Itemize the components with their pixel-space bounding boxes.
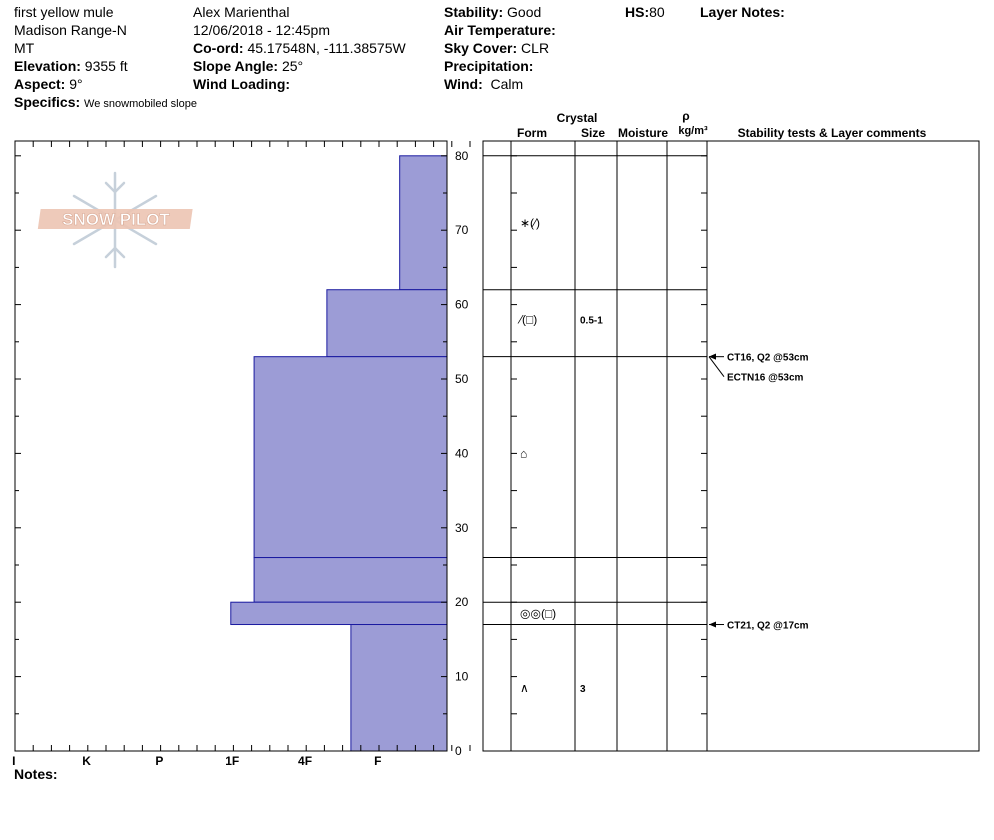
observer-name: Alex Marienthal (193, 4, 290, 20)
stability-tests: CT16, Q2 @53cm ECTN16 @53cm CT21, Q2 @17cm (708, 353, 809, 632)
crystal-size: 3 (580, 684, 586, 695)
stability-tests-header: Stability tests & Layer comments (738, 126, 927, 140)
crystal-header: Crystal (557, 111, 598, 125)
hardness-layer (230, 601, 448, 626)
chart-ticks (14, 141, 471, 752)
height-label: 10 (455, 670, 469, 684)
height-label: 40 (455, 446, 469, 460)
logo-text: SNOW PILOT (62, 210, 170, 229)
sky-value: CLR (521, 40, 550, 56)
test-arrowhead (709, 621, 716, 628)
coord-label: Co-ord: (193, 40, 244, 56)
stability-value: Good (507, 4, 542, 20)
specifics-row: Specifics: We snowmobiled slope (14, 94, 197, 112)
stability-label: Stability: (444, 4, 504, 20)
aspect-value: 9° (69, 76, 83, 92)
height-label: 20 (455, 595, 469, 609)
stability-row: Stability: Good (444, 4, 541, 20)
height-label: 60 (455, 298, 469, 312)
range-name: Madison Range-N (14, 22, 127, 38)
height-label: 0 (455, 744, 462, 758)
aspect-label: Aspect: (14, 76, 66, 92)
hardness-layer (350, 624, 448, 752)
precip-label: Precipitation: (444, 58, 534, 74)
form-header: Form (517, 126, 547, 140)
density-unit: kg/m³ (678, 125, 708, 137)
elevation-label: Elevation: (14, 58, 81, 74)
observation-datetime: 12/06/2018 - 12:45pm (193, 22, 330, 38)
snowpilot-logo: SNOW PILOT (37, 171, 193, 269)
coord-row: Co-ord: 45.17548N, -111.38575W (193, 40, 406, 56)
height-label: 50 (455, 372, 469, 386)
slope-value: 25° (281, 58, 304, 74)
wind-label: Wind: (444, 76, 483, 92)
height-label: 80 (455, 149, 469, 163)
hardness-layer (253, 356, 448, 559)
site-name: first yellow mule (14, 4, 114, 20)
hardness-label: 1F (225, 754, 239, 768)
sky-label: Sky Cover: (444, 40, 518, 56)
profile-table: Crystal Form Size Moisture ρ kg/m³ Stabi… (482, 109, 980, 752)
hardness-label: K (82, 754, 91, 768)
size-header: Size (581, 126, 605, 140)
hardness-layer (326, 289, 448, 358)
test-pointer (708, 356, 725, 377)
crystal-form: ∧ (520, 681, 529, 695)
hardness-label: F (374, 754, 381, 768)
test-label: CT21, Q2 @17cm (727, 621, 809, 632)
table-frame (482, 140, 980, 752)
aspect-row: Aspect: 9° (14, 76, 83, 92)
elevation-row: Elevation: 9355 ft (14, 58, 128, 74)
height-label: 30 (455, 521, 469, 535)
crystal-form: ⁄(□) (517, 312, 537, 326)
state-name: MT (14, 40, 35, 56)
slope-row: Slope Angle: 25° (193, 58, 303, 74)
slope-label: Slope Angle: (193, 58, 279, 74)
hs-row: HS:80 (625, 4, 665, 20)
test-label: CT16, Q2 @53cm (727, 353, 809, 364)
layer-notes-label: Layer Notes: (700, 4, 785, 20)
coord-value: 45.17548N, -111.38575W (247, 40, 406, 56)
hs-label: HS: (625, 4, 650, 20)
crystal-form: ◎◎(□) (520, 606, 556, 620)
test-arrowhead (709, 353, 716, 360)
density-symbol: ρ (682, 109, 689, 123)
table-ticks (511, 155, 707, 752)
wind-row: Wind: Calm (444, 76, 523, 92)
hardness-label: P (155, 754, 163, 768)
wind-loading-label: Wind Loading: (193, 76, 291, 92)
hardness-layer (253, 557, 448, 603)
notes-label: Notes: (14, 766, 58, 782)
moisture-header: Moisture (618, 126, 668, 140)
crystal-form: ∗(⁄) (520, 216, 540, 230)
hardness-label: 4F (298, 754, 312, 768)
hardness-layer (399, 155, 448, 291)
layer-boundaries (483, 155, 707, 626)
crystal-form: ⌂ (520, 446, 527, 460)
specifics-value: We snowmobiled slope (84, 98, 197, 110)
sky-row: Sky Cover: CLR (444, 40, 549, 56)
air-temp-label: Air Temperature: (444, 22, 556, 38)
crystal-size: 0.5-1 (580, 315, 603, 326)
hardness-axis-labels: I K P 1F 4F F (12, 754, 381, 768)
hs-value: 80 (649, 4, 665, 20)
elevation-value: 9355 ft (84, 58, 128, 74)
hardness-label: I (12, 754, 15, 768)
hardness-layers (230, 155, 448, 752)
crystal-forms: ∗(⁄) ⁄(□) 0.5-1 ⌂ ◎◎(□) ∧ 3 (517, 216, 603, 695)
test-label: ECTN16 @53cm (727, 373, 804, 384)
wind-value: Calm (490, 76, 524, 92)
height-label: 70 (455, 223, 469, 237)
height-axis-labels: 0 10 20 30 40 50 60 70 80 (455, 149, 469, 758)
hardness-frame (14, 140, 448, 752)
table-columns (510, 141, 708, 751)
specifics-label: Specifics: (14, 94, 81, 110)
